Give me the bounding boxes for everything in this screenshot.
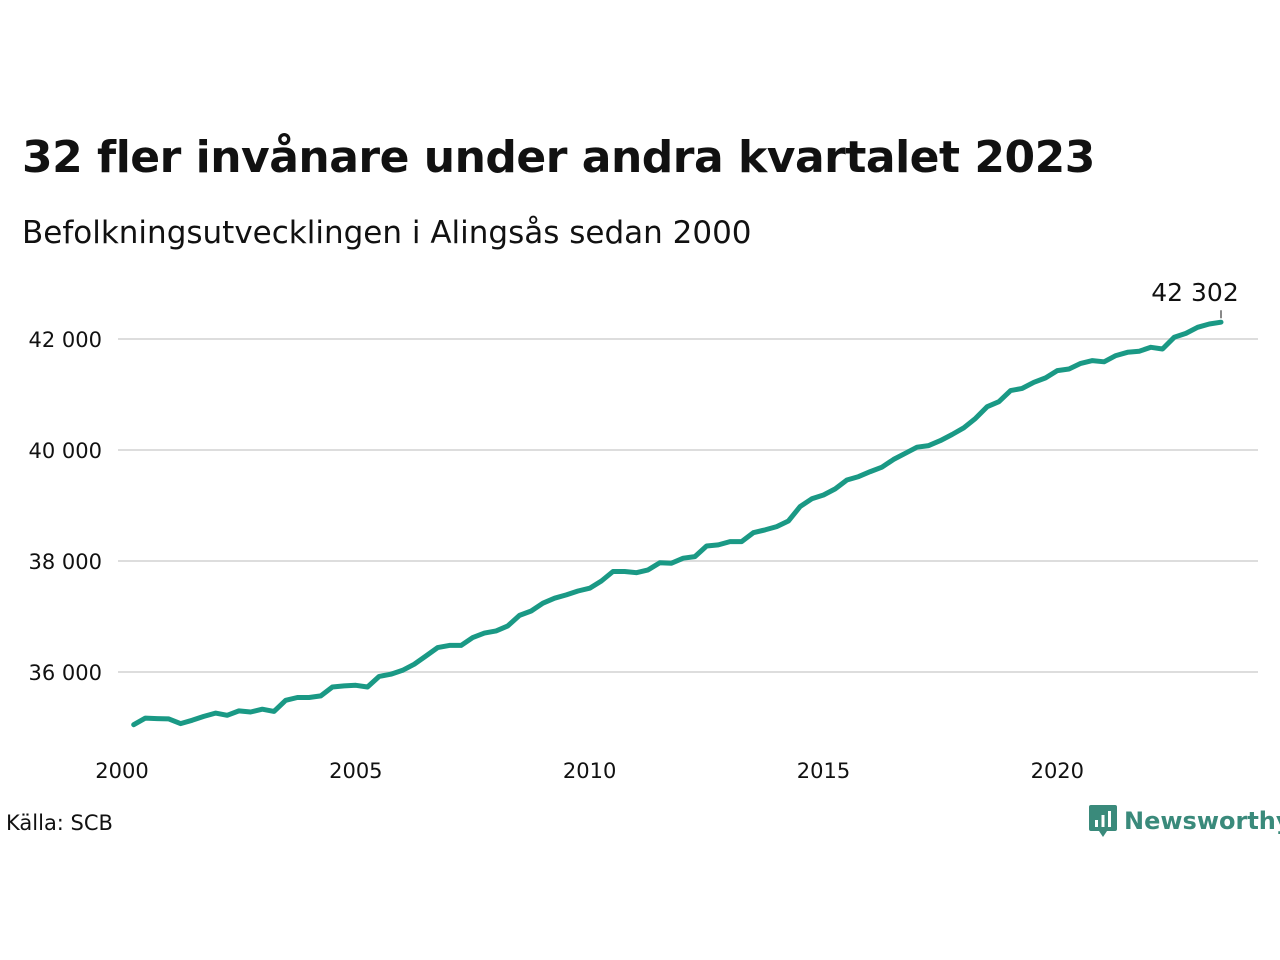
- chart-title: 32 fler invånare under andra kvartalet 2…: [22, 132, 1095, 183]
- x-tick-label: 2015: [797, 759, 850, 783]
- brand-name: Newsworthy: [1124, 807, 1280, 835]
- series-line: [131, 319, 1224, 728]
- y-gridlines: [118, 338, 1258, 673]
- y-tick-label: 42 000: [29, 328, 102, 352]
- bar-chart-speech-bubble-icon: [1089, 805, 1117, 837]
- y-axis-labels: 36 000 38 000 40 000 42 000: [29, 328, 102, 685]
- y-tick-label: 40 000: [29, 439, 102, 463]
- x-tick-label: 2010: [563, 759, 616, 783]
- x-tick-label: 2020: [1031, 759, 1084, 783]
- brand-logo: Newsworthy: [1088, 803, 1280, 839]
- y-tick-label: 36 000: [29, 661, 102, 685]
- y-tick-label: 38 000: [29, 550, 102, 574]
- x-tick-label: 2005: [329, 759, 382, 783]
- x-tick-label: 2000: [95, 759, 148, 783]
- last-value-label: 42 302: [1151, 278, 1238, 307]
- source-note: Källa: SCB: [6, 811, 113, 835]
- x-axis-labels: 2000 2005 2010 2015 2020: [95, 759, 1084, 783]
- chart-subtitle: Befolkningsutvecklingen i Alingsås sedan…: [22, 215, 752, 251]
